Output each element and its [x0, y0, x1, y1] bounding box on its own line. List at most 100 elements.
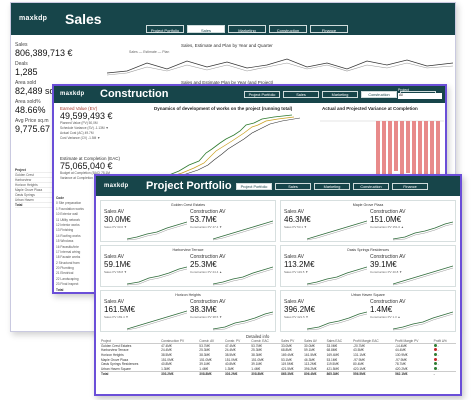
- table-row[interactable]: Oasis Springs Residences 40.8M€ 39.1M€ 40.8…: [100, 362, 456, 367]
- construction-av-value: 25.3M€: [190, 260, 217, 269]
- table-row[interactable]: 2 Structural fram: [56, 260, 80, 265]
- column-header[interactable]: Sales PV: [280, 339, 304, 345]
- list-item[interactable]: Oasis Springs: [15, 193, 61, 198]
- table-row[interactable]: 16 Parasitic/Inte: [56, 244, 79, 249]
- table-row[interactable]: 12 Interior works: [56, 222, 80, 227]
- variance-bar: [376, 121, 380, 181]
- table-row[interactable]: Horizon Heights 38.5M€ 38.3M€ 38.5M€ 38.3M€ 1…: [100, 353, 456, 358]
- table-cell: 1.4M€: [199, 366, 209, 371]
- list-item[interactable]: Urban Haven: [15, 198, 61, 203]
- construction-av-label: Construction AV: [370, 209, 406, 215]
- column-header[interactable]: Profit Δ%: [432, 339, 456, 345]
- table-cell: 24.4M€: [224, 348, 236, 353]
- table-cell: 43.5M€: [353, 348, 364, 353]
- sparkline-plan-path: [307, 313, 367, 331]
- nav-sales[interactable]: Sales: [187, 25, 225, 33]
- table-row[interactable]: 17 Internal wiring: [56, 249, 81, 254]
- table-row: Total: [56, 287, 64, 292]
- column-header[interactable]: Construction PV: [160, 339, 199, 345]
- sales-series-line: [107, 58, 453, 74]
- table-cell: 151.0M€: [224, 357, 238, 362]
- sparkline-plan-path: [127, 223, 187, 241]
- construction-av-label: Construction AV: [370, 299, 406, 305]
- list-item[interactable]: Horizon Heights: [15, 183, 61, 188]
- project-card-name: Horizon Heights: [175, 293, 201, 297]
- construction-av-label: Construction AV: [190, 299, 226, 305]
- table-row[interactable]: 11 Utility network: [56, 217, 81, 222]
- sales-chart2-title: Sales and Estimate Plan by Year (and Pro…: [181, 80, 274, 85]
- table-cell: 421.5M€: [326, 366, 339, 371]
- nav-construction[interactable]: Construction: [361, 91, 397, 98]
- nav-finance[interactable]: Finance: [392, 183, 428, 190]
- kpi-area-label: Area sold: [15, 80, 37, 86]
- table-row[interactable]: 23 Final inspect: [56, 282, 79, 287]
- table-cell-text: -: [437, 344, 439, 349]
- variance-bar: [382, 121, 386, 176]
- construction-sparkline: [393, 221, 453, 241]
- project-selector[interactable]: Project All: [398, 88, 442, 100]
- kpi-area-value: 82,489 sq.m: [15, 86, 65, 96]
- column-header[interactable]: Profit Margin PV: [394, 339, 433, 345]
- sparkline-path: [307, 220, 367, 240]
- table-row[interactable]: 13 Finishing: [56, 228, 74, 233]
- nav-construction[interactable]: Construction: [353, 183, 389, 190]
- sparkline-plan-path: [307, 222, 367, 241]
- sparkline-plan-path: [393, 313, 453, 331]
- nav-project-portfolio[interactable]: Project Portfolio: [146, 25, 184, 33]
- project-card[interactable]: Golden Crest Estates Sales AV 30.0M€ Sales …: [100, 200, 276, 242]
- table-row[interactable]: 22 Landscaping: [56, 276, 79, 281]
- table-cell-text: -: [437, 366, 439, 371]
- column-header[interactable]: Profit Margin EAC: [352, 339, 395, 345]
- project-card[interactable]: Horizon Heights Sales AV 161.5M€ Sales PV 1…: [100, 290, 276, 332]
- table-cell-text: -: [437, 353, 439, 358]
- table-row[interactable]: Urban Haven Square 1.3M€ 1.4M€ 1.3M€ 1.4M€ 42…: [100, 366, 456, 372]
- table-row[interactable]: 15 Windows: [56, 239, 74, 244]
- column-header[interactable]: Project: [100, 339, 161, 345]
- project-card[interactable]: Oasis Springs Residences Sales AV 113.2M€ S…: [280, 245, 456, 287]
- nav-construction[interactable]: Construction: [269, 25, 307, 33]
- table-cell: 68.8M€: [281, 348, 292, 353]
- nav-marketing[interactable]: Marketing: [314, 183, 350, 190]
- column-header[interactable]: Constr. EAC: [250, 339, 281, 345]
- table-row[interactable]: Maple Grove Plaza 151.0M€ 151.0M€ 151.0M€ 15…: [100, 357, 456, 362]
- column-header[interactable]: Constr. PV: [223, 339, 251, 345]
- table-row[interactable]: 18 Facade works: [56, 255, 81, 260]
- table-row[interactable]: Harborview Terrace 24.4M€ 25.3M€ 24.4M€ 25.3…: [100, 348, 456, 353]
- nav-finance[interactable]: Finance: [310, 25, 348, 33]
- table-cell: 1.3M€: [161, 366, 170, 371]
- table-row[interactable]: 14 Roofing works: [56, 233, 81, 238]
- table-cell: 151.0M€: [199, 357, 212, 362]
- dynamics-chart: [154, 114, 304, 180]
- nav-project-portfolio[interactable]: Project Portfolio: [244, 91, 280, 98]
- project-selector-value[interactable]: All: [398, 93, 442, 99]
- sales-pv-sub: Sales PV 33.0 ▼: [104, 225, 127, 229]
- nav-marketing[interactable]: Marketing: [228, 25, 266, 33]
- table-row[interactable]: 10 Exterior wall: [56, 212, 78, 217]
- project-card[interactable]: Urban Haven Square Sales AV 396.2M€ Sales P…: [280, 290, 456, 332]
- table-cell: 47.4M€: [224, 344, 236, 349]
- dynamics-chart-title: Dynamics of development of works on the …: [154, 106, 293, 111]
- project-card[interactable]: Harborview Terrace Sales AV 59.1M€ Sales PV…: [100, 245, 276, 287]
- nav-sales[interactable]: Sales: [283, 91, 319, 98]
- table-row[interactable]: 20 Plumbing: [56, 266, 74, 271]
- variance-bars: [376, 121, 440, 183]
- column-header[interactable]: Sales AV: [303, 339, 326, 345]
- project-card[interactable]: Maple Grove Plaza Sales AV 46.3M€ Sales PV …: [280, 200, 456, 242]
- table-cell: 420.2M€: [395, 366, 408, 371]
- table-row[interactable]: 0 Site preparation: [56, 201, 82, 206]
- table-cell: 865.3M€: [280, 370, 304, 376]
- table-row[interactable]: Golden Crest Estates 47.4M€ 53.7M€ 47.4M€ 53…: [100, 344, 456, 349]
- nav-sales[interactable]: Sales: [275, 183, 311, 190]
- nav-marketing[interactable]: Marketing: [322, 91, 358, 98]
- column-header[interactable]: Sales EAC: [325, 339, 353, 345]
- nav-project-portfolio[interactable]: Project Portfolio: [236, 183, 272, 190]
- column-header[interactable]: Constr. AV: [198, 339, 224, 345]
- table-cell: -: [433, 362, 456, 367]
- list-item[interactable]: Maple Grove Plaza: [15, 188, 61, 193]
- table-row[interactable]: 21 Electrical: [56, 271, 74, 276]
- table-cell: 131.1M€: [353, 353, 366, 358]
- list-item[interactable]: Harborview: [15, 178, 61, 183]
- construction-pv-sub: Construction PV 47.4 ▼: [190, 225, 223, 229]
- table-row[interactable]: 1 Foundation works: [56, 206, 84, 211]
- list-item[interactable]: Golden Crest: [15, 173, 61, 178]
